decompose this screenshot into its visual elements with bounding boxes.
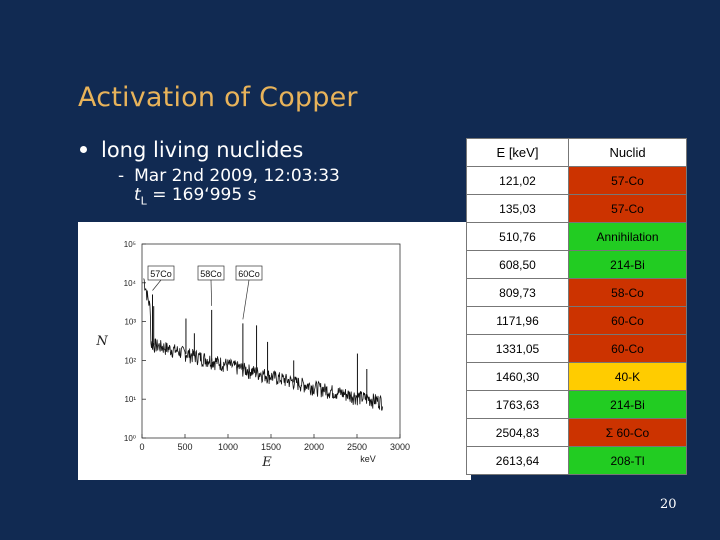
energy-cell: 1460,30	[466, 362, 569, 391]
nuclide-cell: 214-Bi	[568, 390, 687, 419]
spectrum-line	[143, 278, 383, 411]
energy-cell: 809,73	[466, 278, 569, 307]
nuclide-cell: 60-Co	[568, 306, 687, 335]
spectrum-svg: 0 500 1000 1500 2000 2500 3000 10⁵ 10⁴ 10³ 10² 10¹ 1…	[95, 240, 410, 470]
energy-cell: 1763,63	[466, 390, 569, 419]
spectrum-plot: 0 500 1000 1500 2000 2500 3000 10⁵ 10⁴ 10³ 10² 10¹ 1…	[78, 222, 471, 480]
x-tick-label: 2500	[347, 442, 367, 452]
annotation-arrow	[210, 279, 213, 306]
nuclide-cell: 58-Co	[568, 278, 687, 307]
x-tick-label: 2000	[304, 442, 324, 452]
annotation-label: 60Co	[238, 269, 260, 279]
y-tick-label: 10²	[124, 356, 136, 365]
table-row: 1331,05 60-Co	[466, 334, 687, 363]
slide-title: Activation of Copper	[78, 82, 358, 113]
energy-cell: 121,02	[466, 166, 569, 195]
x-axis-unit: keV	[360, 454, 376, 464]
y-tick-label: 10⁰	[124, 434, 136, 443]
x-tick-label: 1000	[218, 442, 238, 452]
nuclide-cell: 57-Co	[568, 166, 687, 195]
y-axis-label: N	[95, 334, 108, 349]
x-tick-label: 0	[139, 442, 144, 452]
y-tick-label: 10⁵	[124, 240, 136, 249]
table-row: 1171,96 60-Co	[466, 306, 687, 335]
table-row: 2504,83 Σ 60-Co	[466, 418, 687, 447]
y-tick-label: 10³	[124, 318, 136, 327]
energy-cell: 1331,05	[466, 334, 569, 363]
energy-cell: 2504,83	[466, 418, 569, 447]
y-tick-label: 10⁴	[124, 279, 137, 288]
time-subscript: L	[140, 194, 147, 208]
table-row: 2613,64 208-Tl	[466, 446, 687, 475]
annotation-arrow	[242, 279, 250, 320]
x-tick-label: 500	[177, 442, 192, 452]
header-nuclide: Nuclid	[568, 138, 687, 167]
annotation-label: 58Co	[200, 269, 222, 279]
bullet-item: long living nuclides	[80, 138, 303, 162]
date-text: Mar 2nd 2009, 12:03:33	[134, 166, 340, 186]
annotation-arrow	[152, 279, 162, 291]
table-row: 121,02 57-Co	[466, 166, 687, 195]
nuclide-cell: 214-Bi	[568, 250, 687, 279]
nuclide-cell: 57-Co	[568, 194, 687, 223]
energy-cell: 2613,64	[466, 446, 569, 475]
sub-bullet-date: - Mar 2nd 2009, 12:03:33	[118, 166, 340, 186]
table-row: 1763,63 214-Bi	[466, 390, 687, 419]
nuclide-cell: 60-Co	[568, 334, 687, 363]
table-header-row: E [keV] Nuclid	[466, 138, 687, 167]
energy-cell: 135,03	[466, 194, 569, 223]
nuclide-cell: Annihilation	[568, 222, 687, 251]
page-number: 20	[660, 497, 677, 512]
x-tick-label: 3000	[390, 442, 410, 452]
nuclide-table: E [keV] Nuclid 121,02 57-Co 135,03 57-Co 510…	[466, 138, 687, 475]
plot-frame	[141, 243, 401, 439]
nuclide-cell: 208-Tl	[568, 446, 687, 475]
table-row: 135,03 57-Co	[466, 194, 687, 223]
table-row: 809,73 58-Co	[466, 278, 687, 307]
table-row: 608,50 214-Bi	[466, 250, 687, 279]
energy-cell: 1171,96	[466, 306, 569, 335]
y-tick-label: 10¹	[124, 395, 136, 404]
energy-cell: 608,50	[466, 250, 569, 279]
dash-icon: -	[118, 166, 125, 186]
annotation-label: 57Co	[150, 269, 172, 279]
time-symbol: t	[134, 185, 141, 205]
nuclide-cell: Σ 60-Co	[568, 418, 687, 447]
energy-cell: 510,76	[466, 222, 569, 251]
time-value: = 169‘995 s	[146, 185, 257, 205]
x-tick-label: 1500	[261, 442, 281, 452]
bullet-dot-icon	[80, 145, 87, 153]
table-row: 510,76 Annihilation	[466, 222, 687, 251]
nuclide-cell: 40-K	[568, 362, 687, 391]
bullet-text: long living nuclides	[101, 138, 304, 162]
table-row: 1460,30 40-K	[466, 362, 687, 391]
sub-bullet-time: tL = 169‘995 s	[134, 185, 256, 207]
x-axis-label: E	[261, 455, 272, 470]
header-energy: E [keV]	[466, 138, 569, 167]
